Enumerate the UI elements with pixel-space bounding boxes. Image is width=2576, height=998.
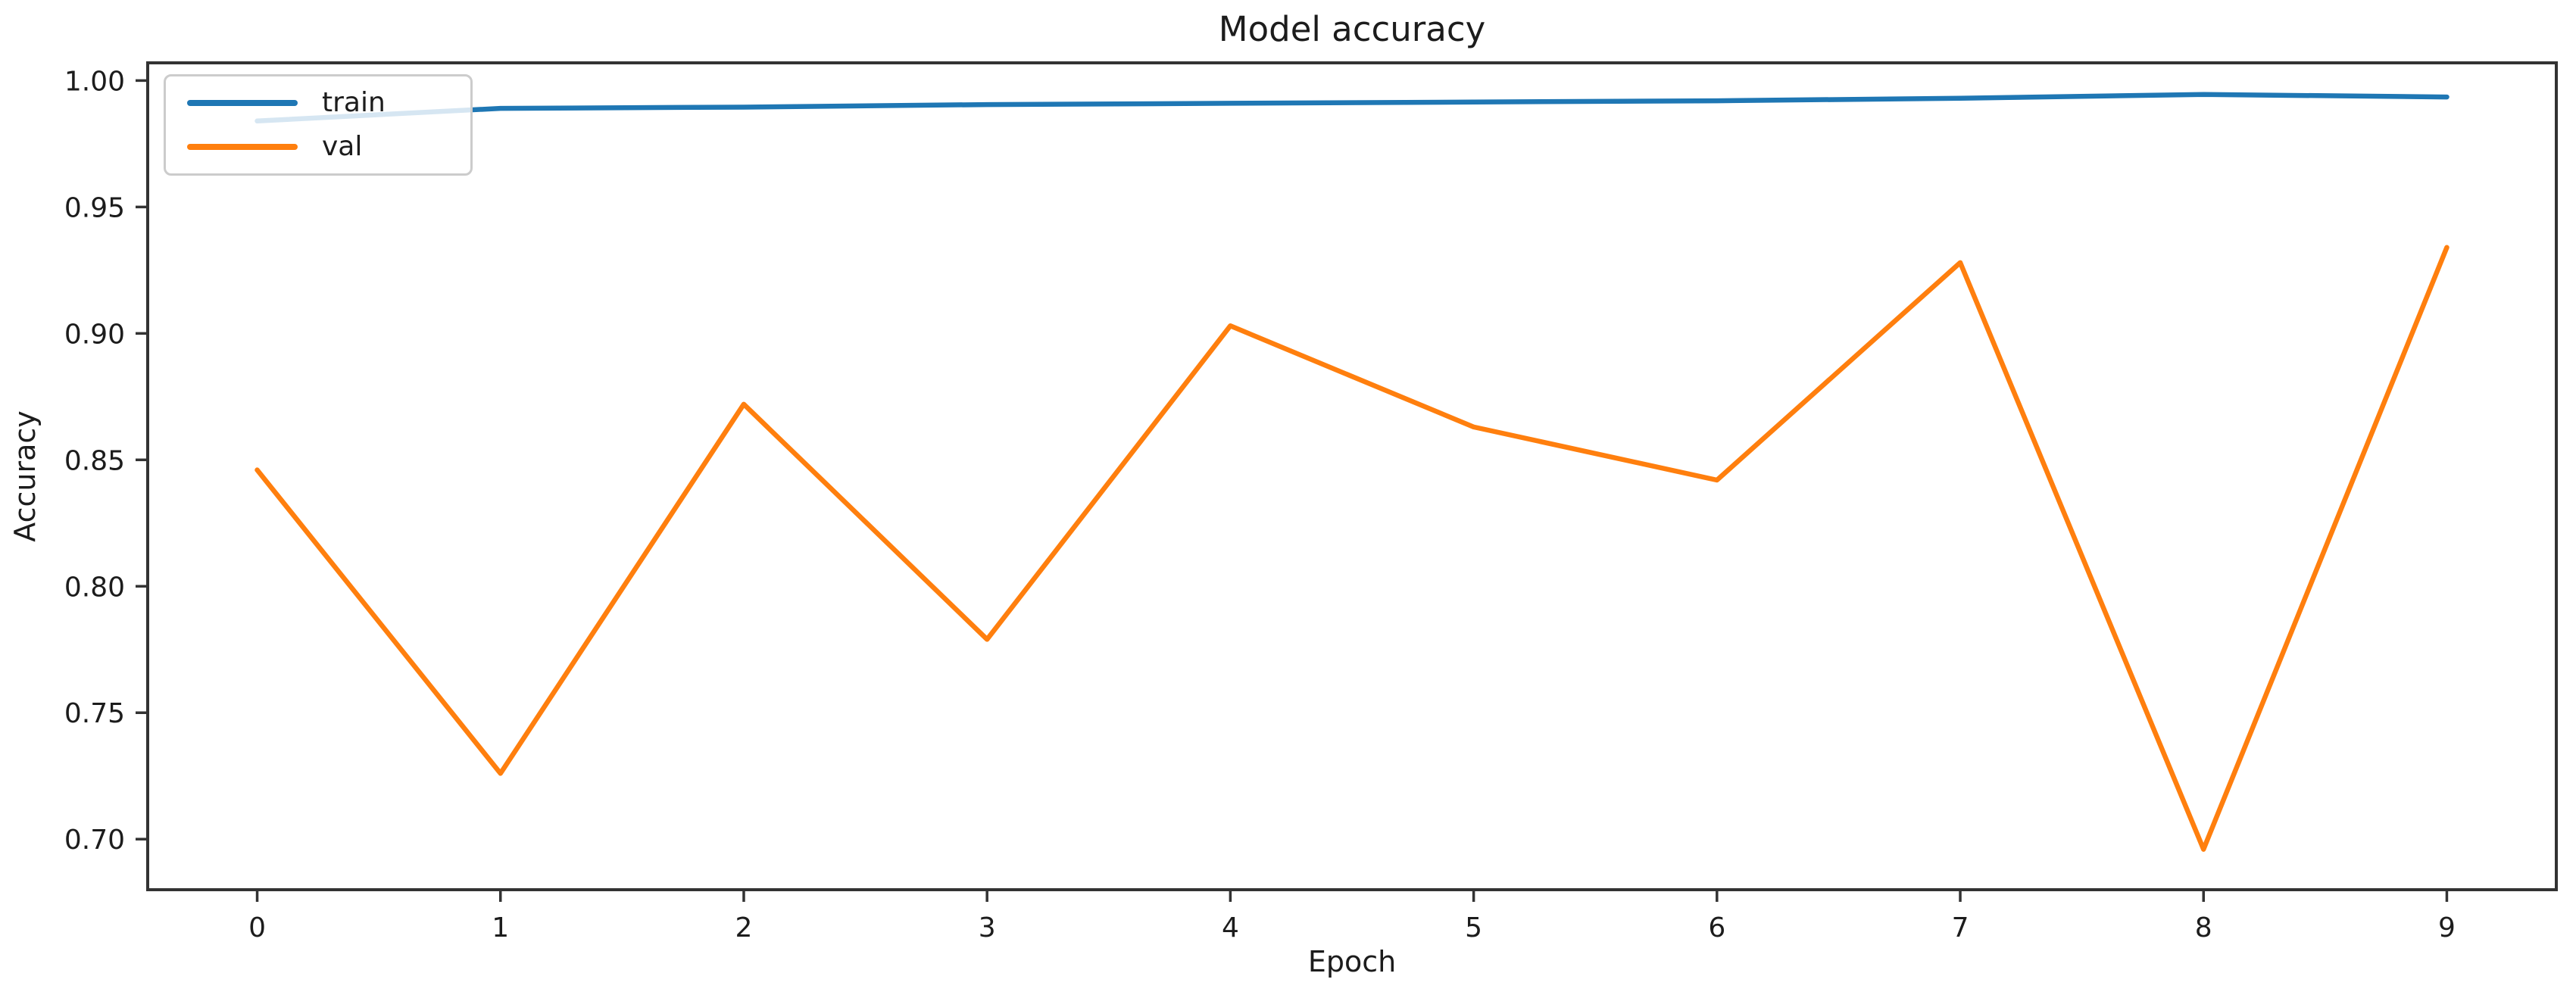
val-line — [254, 245, 2450, 852]
y-tick-label: 0.70 — [64, 825, 125, 856]
y-tick-label: 0.80 — [64, 572, 125, 603]
y-tick-label: 0.95 — [64, 192, 125, 223]
train-line-swatch — [187, 100, 298, 106]
legend-item-train: train — [187, 89, 470, 117]
train-line — [254, 92, 2450, 124]
chart-title: Model accuracy — [1218, 9, 1486, 49]
y-tick-label: 0.90 — [64, 319, 125, 350]
x-tick-label: 2 — [735, 912, 753, 943]
x-tick-label: 4 — [1222, 912, 1239, 943]
val-line-swatch — [187, 144, 298, 150]
legend-item-val: val — [187, 133, 470, 161]
x-tick-label: 6 — [1708, 912, 1725, 943]
y-tick-label: 1.00 — [64, 66, 125, 97]
x-tick-label: 8 — [2195, 912, 2212, 943]
y-tick-label: 0.85 — [64, 445, 125, 476]
x-tick-label: 3 — [979, 912, 996, 943]
legend-label-train: train — [322, 87, 386, 118]
x-axis-label: Epoch — [1307, 945, 1397, 978]
x-tick-label: 7 — [1952, 912, 1969, 943]
plot-frame — [146, 61, 2558, 891]
legend-label-val: val — [322, 131, 363, 162]
x-tick-label: 5 — [1465, 912, 1482, 943]
legend: train val — [164, 74, 473, 176]
x-tick-label: 1 — [492, 912, 509, 943]
x-tick-label: 9 — [2438, 912, 2456, 943]
x-tick-label: 0 — [248, 912, 266, 943]
y-tick-label: 0.75 — [64, 698, 125, 729]
y-axis-label: Accuracy — [8, 410, 42, 542]
